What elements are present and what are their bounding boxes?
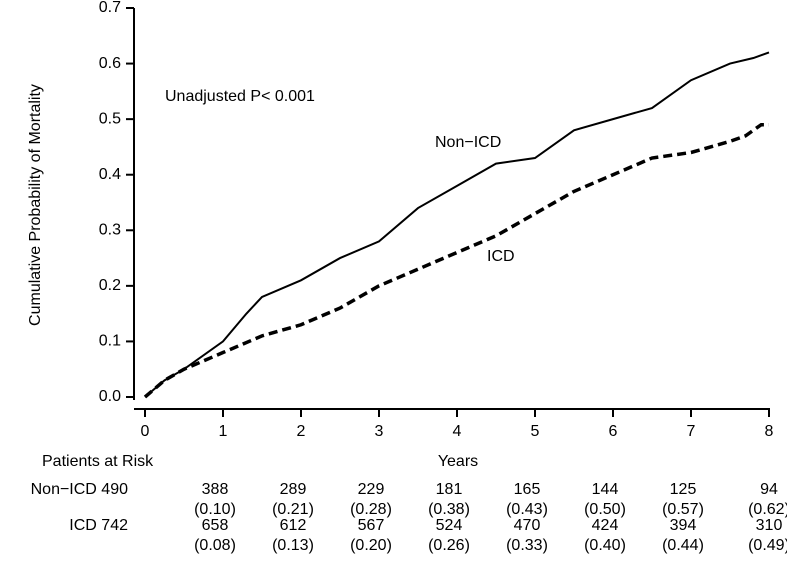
annotation: Unadjusted P< 0.001 (165, 88, 315, 105)
risk-row-label: ICD 742 (69, 517, 128, 534)
y-tick-label: 0.3 (99, 222, 121, 239)
risk-count: 289 (280, 481, 307, 498)
risk-count: 125 (670, 481, 697, 498)
x-tick-label: 6 (609, 423, 618, 440)
risk-rate: (0.49) (748, 537, 787, 554)
risk-count: 524 (436, 517, 463, 534)
risk-count: 165 (514, 481, 541, 498)
risk-row-label: Non−ICD 490 (31, 481, 128, 498)
risk-count: 229 (358, 481, 385, 498)
risk-count: 94 (760, 481, 778, 498)
risk-rate: (0.10) (194, 501, 236, 518)
risk-count: 310 (756, 517, 783, 534)
x-tick-label: 8 (765, 423, 774, 440)
y-tick-label: 0.2 (99, 277, 121, 294)
y-tick-label: 0.0 (99, 388, 121, 405)
series-label: ICD (487, 248, 515, 265)
y-tick-label: 0.5 (99, 110, 121, 127)
risk-count: 424 (592, 517, 619, 534)
risk-rate: (0.13) (272, 537, 314, 554)
y-tick-label: 0.1 (99, 333, 121, 350)
x-tick-label: 5 (531, 423, 540, 440)
risk-rate: (0.40) (584, 537, 626, 554)
risk-count: 612 (280, 517, 307, 534)
x-tick-label: 4 (453, 423, 462, 440)
x-tick-label: 2 (297, 423, 306, 440)
x-axis-label: Years (438, 453, 478, 470)
risk-rate: (0.28) (350, 501, 392, 518)
y-axis-label: Cumulative Probability of Mortality (27, 84, 44, 326)
risk-rate: (0.50) (584, 501, 626, 518)
risk-count: 144 (592, 481, 619, 498)
risk-table-title: Patients at Risk (42, 453, 154, 470)
series-line (143, 122, 769, 399)
series-label: Non−ICD (435, 134, 501, 151)
risk-rate: (0.20) (350, 537, 392, 554)
risk-count: 470 (514, 517, 541, 534)
risk-count: 658 (202, 517, 229, 534)
risk-rate: (0.08) (194, 537, 236, 554)
risk-rate: (0.21) (272, 501, 314, 518)
y-tick-label: 0.6 (99, 55, 121, 72)
risk-rate: (0.62) (748, 501, 787, 518)
risk-rate: (0.44) (662, 537, 704, 554)
risk-rate: (0.38) (428, 501, 470, 518)
risk-count: 388 (202, 481, 229, 498)
x-tick-label: 0 (141, 423, 150, 440)
risk-rate: (0.57) (662, 501, 704, 518)
risk-count: 181 (436, 481, 463, 498)
risk-rate: (0.26) (428, 537, 470, 554)
risk-rate: (0.43) (506, 501, 548, 518)
risk-rate: (0.33) (506, 537, 548, 554)
risk-count: 394 (670, 517, 697, 534)
y-tick-label: 0.7 (99, 0, 121, 16)
y-tick-label: 0.4 (99, 166, 121, 183)
x-tick-label: 1 (219, 423, 228, 440)
risk-count: 567 (358, 517, 385, 534)
x-tick-label: 7 (687, 423, 696, 440)
series-line (144, 51, 770, 398)
x-tick-label: 3 (375, 423, 384, 440)
